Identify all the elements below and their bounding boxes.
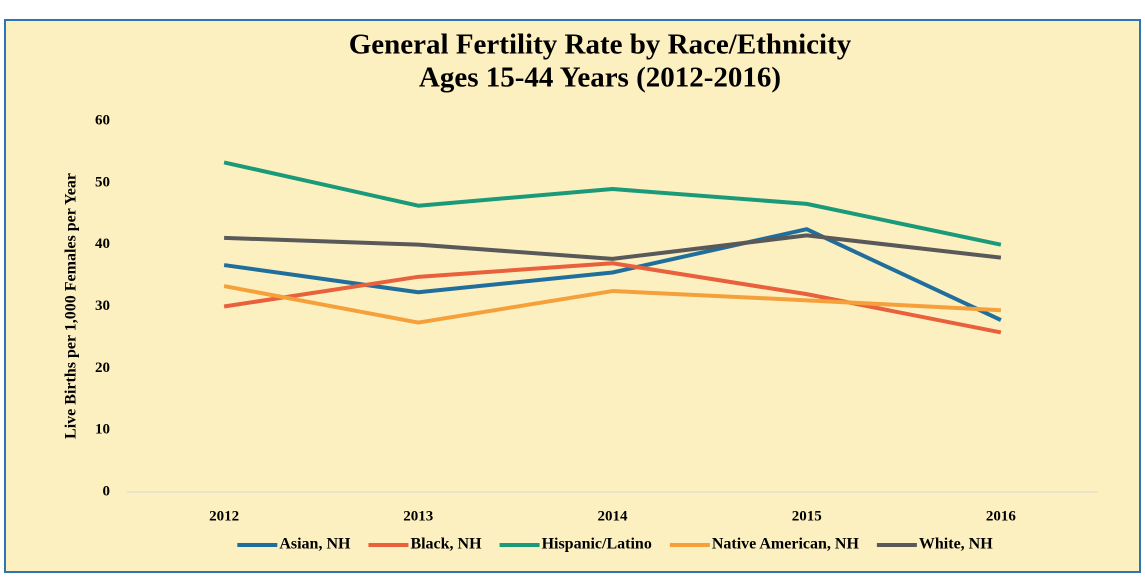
legend-label: Native American, NH	[712, 536, 860, 553]
y-tick-label: 60	[95, 112, 110, 128]
legend-label: White, NH	[919, 536, 993, 553]
y-tick-label: 50	[95, 174, 110, 190]
y-tick-label: 0	[103, 483, 111, 499]
x-tick-label: 2016	[986, 508, 1017, 524]
legend-label: Asian, NH	[279, 536, 351, 553]
series-line	[223, 284, 1002, 325]
y-tick-label: 20	[95, 360, 110, 376]
legend-label: Hispanic/Latino	[542, 536, 652, 553]
chart-subtitle: Ages 15-44 Years (2012-2016)	[419, 62, 781, 94]
series-line	[224, 233, 1002, 261]
chart-title: General Fertility Rate by Race/Ethnicity	[349, 29, 852, 61]
x-tick-label: 2014	[598, 508, 629, 524]
x-tick-label: 2013	[403, 508, 433, 524]
x-tick-label: 2015	[792, 508, 822, 524]
series-line	[223, 160, 1002, 247]
x-tick-label: 2012	[209, 508, 239, 524]
y-axis-title: Live Births per 1,000 Females per Year	[63, 173, 80, 439]
y-tick-label: 40	[95, 236, 110, 252]
y-tick-label: 10	[95, 422, 110, 438]
series-line	[223, 261, 1002, 335]
y-tick-label: 30	[95, 298, 110, 314]
legend-label: Black, NH	[410, 536, 482, 553]
series-line	[223, 227, 1002, 322]
